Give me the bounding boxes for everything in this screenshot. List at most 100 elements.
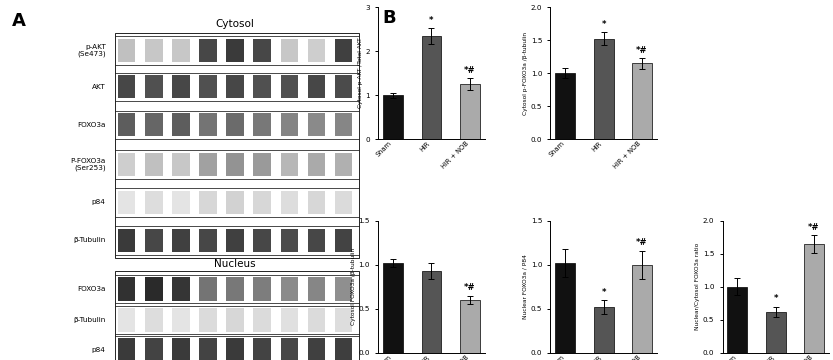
Bar (253, 277, 271, 301)
Bar (227, 277, 244, 301)
Bar (117, 308, 136, 332)
Bar (172, 308, 190, 332)
Bar (335, 153, 352, 176)
Text: FOXO3a: FOXO3a (77, 286, 106, 292)
Bar (307, 75, 326, 98)
Bar (804, 244, 824, 353)
Bar (281, 229, 298, 252)
Bar (307, 39, 326, 62)
Bar (172, 191, 190, 214)
Text: β-Tubulin: β-Tubulin (73, 317, 106, 323)
Text: *: * (429, 15, 434, 24)
Bar (172, 338, 190, 360)
Bar (114, 271, 359, 360)
Bar (117, 153, 136, 176)
Text: *#: *# (464, 66, 476, 75)
Text: P-FOXO3a
(Ser253): P-FOXO3a (Ser253) (71, 158, 106, 171)
Bar (253, 75, 271, 98)
Bar (114, 226, 359, 255)
Bar (114, 111, 359, 139)
Bar (253, 39, 271, 62)
Bar (335, 308, 352, 332)
Text: *#: *# (636, 238, 648, 247)
Bar (227, 39, 244, 62)
Bar (114, 275, 359, 303)
Bar (307, 308, 326, 332)
Bar (383, 95, 403, 139)
Bar (632, 63, 652, 139)
Bar (114, 33, 359, 258)
Bar (145, 229, 162, 252)
Bar (556, 73, 576, 139)
Bar (556, 263, 576, 353)
Bar (281, 75, 298, 98)
Text: p-AKT
(Se473): p-AKT (Se473) (77, 44, 106, 57)
Bar (199, 39, 217, 62)
Bar (227, 338, 244, 360)
Bar (172, 277, 190, 301)
Bar (632, 265, 652, 353)
Text: B: B (382, 9, 397, 27)
Bar (227, 75, 244, 98)
Text: *: * (601, 288, 606, 297)
Bar (594, 307, 614, 353)
Bar (253, 229, 271, 252)
Bar (199, 191, 217, 214)
Text: β-Tubulin: β-Tubulin (73, 238, 106, 243)
Bar (117, 75, 136, 98)
Bar (281, 191, 298, 214)
Bar (117, 191, 136, 214)
Text: *#: *# (808, 223, 820, 232)
Bar (307, 338, 326, 360)
Bar (335, 338, 352, 360)
Text: FOXO3a: FOXO3a (77, 122, 106, 128)
Bar (253, 191, 271, 214)
Bar (281, 308, 298, 332)
Bar (172, 75, 190, 98)
Y-axis label: Nuclear FOXO3a / P84: Nuclear FOXO3a / P84 (523, 255, 528, 319)
Bar (281, 338, 298, 360)
Bar (172, 153, 190, 176)
Bar (145, 191, 162, 214)
Bar (172, 113, 190, 136)
Bar (227, 191, 244, 214)
Bar (307, 277, 326, 301)
Bar (145, 39, 162, 62)
Text: Nucleus: Nucleus (214, 260, 256, 270)
Bar (227, 229, 244, 252)
Y-axis label: Cytosol p-FOXO3a /β-tubulin: Cytosol p-FOXO3a /β-tubulin (523, 32, 528, 114)
Bar (253, 113, 271, 136)
Bar (727, 287, 747, 353)
Bar (421, 271, 441, 353)
Bar (335, 277, 352, 301)
Text: *#: *# (636, 46, 648, 55)
Bar (114, 336, 359, 360)
Bar (114, 72, 359, 101)
Bar (281, 277, 298, 301)
Bar (307, 191, 326, 214)
Bar (117, 338, 136, 360)
Bar (281, 113, 298, 136)
Bar (199, 277, 217, 301)
Bar (227, 308, 244, 332)
Bar (227, 113, 244, 136)
Bar (253, 153, 271, 176)
Text: *: * (774, 294, 778, 303)
Y-axis label: Cytosol FOXO3a /β-tubulin: Cytosol FOXO3a /β-tubulin (351, 248, 356, 325)
Text: A: A (12, 12, 26, 30)
Bar (145, 75, 162, 98)
Bar (594, 39, 614, 139)
Bar (335, 191, 352, 214)
Bar (199, 113, 217, 136)
Bar (199, 75, 217, 98)
Bar (172, 39, 190, 62)
Bar (114, 150, 359, 179)
Bar (199, 308, 217, 332)
Bar (253, 338, 271, 360)
Bar (199, 153, 217, 176)
Bar (117, 277, 136, 301)
Bar (383, 263, 403, 353)
Text: *: * (601, 20, 606, 29)
Bar (145, 338, 162, 360)
Bar (114, 36, 359, 64)
